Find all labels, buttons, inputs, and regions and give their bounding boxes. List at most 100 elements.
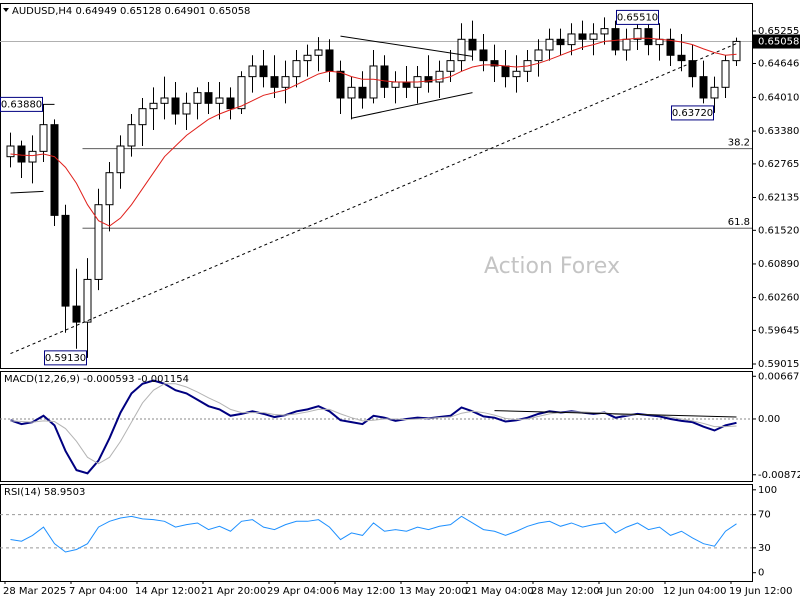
candle-body: [699, 76, 708, 99]
annotation-box: [616, 9, 659, 25]
candle-body: [17, 145, 26, 163]
x-tick-label: 6 May 12:00: [333, 586, 395, 597]
annotation-box: [0, 96, 43, 112]
y-tick-label: 30: [758, 543, 771, 554]
candle-body: [149, 102, 158, 110]
candle-body: [468, 38, 477, 51]
candle-body: [105, 172, 114, 206]
candle-body: [688, 60, 697, 78]
panel-frame: [0, 3, 753, 369]
annotation-label: 0.65510: [617, 12, 658, 23]
watermark: Action Forex: [484, 254, 620, 279]
candle-body: [666, 38, 675, 56]
candle-body: [336, 70, 345, 99]
candle-body: [270, 76, 279, 88]
candle-body: [127, 124, 136, 147]
x-tick-label: 12 Jun 04:00: [663, 586, 727, 597]
candle-body: [94, 204, 103, 280]
candle-body: [391, 81, 400, 88]
candle-body: [226, 97, 235, 110]
candle-body: [116, 145, 125, 174]
candle-body: [534, 49, 543, 62]
panel-title: MACD(12,26,9) -0.000593 -0.001154: [4, 374, 189, 385]
candle-body: [644, 28, 653, 46]
candle-body: [501, 65, 510, 78]
trendline: [340, 35, 473, 57]
candle-body: [732, 40, 741, 62]
candle-body: [721, 60, 730, 88]
y-tick-label: 70: [758, 510, 771, 521]
candle-body: [259, 65, 268, 78]
x-tick-label: 14 Apr 12:00: [135, 586, 200, 597]
x-tick-label: 29 Apr 04:00: [267, 586, 332, 597]
y-tick-label: 0.62135: [758, 193, 799, 204]
y-tick-label: 0.006675: [758, 371, 800, 382]
x-tick-label: 13 May 20:00: [399, 586, 468, 597]
indicator-line: [10, 383, 737, 465]
indicator-line: [10, 379, 737, 475]
title-arrow: [3, 8, 9, 12]
y-tick-label: 0.64646: [758, 59, 799, 70]
candle-body: [50, 124, 59, 216]
y-tick-label: 0.60890: [758, 259, 799, 270]
candle-body: [622, 38, 631, 51]
candle-body: [61, 214, 70, 307]
candle-body: [479, 49, 488, 62]
y-tick-label: 0.65255: [758, 26, 799, 37]
panel-frame: [0, 484, 753, 582]
candle-body: [215, 97, 224, 104]
y-tick-label: 0.62765: [758, 159, 799, 170]
candle-body: [204, 92, 213, 104]
trendline: [494, 410, 737, 418]
x-tick-label: 7 Apr 04:00: [69, 586, 128, 597]
x-tick-label: 21 Apr 20:00: [201, 586, 266, 597]
candle-body: [424, 76, 433, 83]
candle-body: [171, 97, 180, 115]
annotation-label: 0.63720: [672, 108, 713, 119]
candle-body: [237, 76, 246, 110]
candle-body: [248, 65, 257, 78]
candle-body: [380, 65, 389, 88]
candle-body: [556, 38, 565, 46]
last-price-label: 0.65058: [758, 37, 799, 48]
candle-body: [435, 70, 444, 83]
panel-title: RSI(14) 58.9503: [4, 487, 85, 498]
candle-body: [402, 81, 411, 88]
y-tick-label: 100: [758, 485, 777, 496]
y-tick-label: -0.008724: [758, 470, 800, 481]
candle-body: [633, 28, 642, 40]
candle-body: [325, 49, 334, 72]
moving-average: [10, 37, 737, 227]
candle-body: [6, 145, 15, 158]
fib-label: 38.2: [728, 138, 750, 149]
annotation-label: 0.63880: [1, 99, 42, 110]
y-tick-label: 0.59645: [758, 325, 799, 336]
y-tick-label: 0.59015: [758, 359, 799, 370]
candle-body: [358, 86, 367, 99]
trendline: [10, 190, 44, 194]
candle-body: [28, 150, 37, 163]
candle-body: [347, 86, 356, 99]
candle-body: [182, 102, 191, 115]
candle-body: [193, 92, 202, 104]
y-tick-label: 0.63380: [758, 126, 799, 137]
panel-frame: [0, 371, 753, 482]
candle-body: [314, 49, 323, 56]
x-tick-label: 19 Jun 12:00: [729, 586, 793, 597]
x-tick-label: 21 May 04:00: [465, 586, 534, 597]
annotation-box: [671, 105, 714, 121]
candle-body: [457, 38, 466, 62]
candle-body: [512, 70, 521, 78]
candle-body: [303, 54, 312, 62]
annotation-box: [44, 350, 87, 366]
candle-body: [490, 60, 499, 67]
candle-body: [39, 124, 48, 152]
y-tick-label: 0.00: [758, 414, 780, 425]
candle-body: [446, 60, 455, 72]
candle-body: [611, 28, 620, 51]
candle-body: [83, 278, 92, 323]
y-tick-label: 0.64010: [758, 92, 799, 103]
candle-body: [589, 33, 598, 40]
